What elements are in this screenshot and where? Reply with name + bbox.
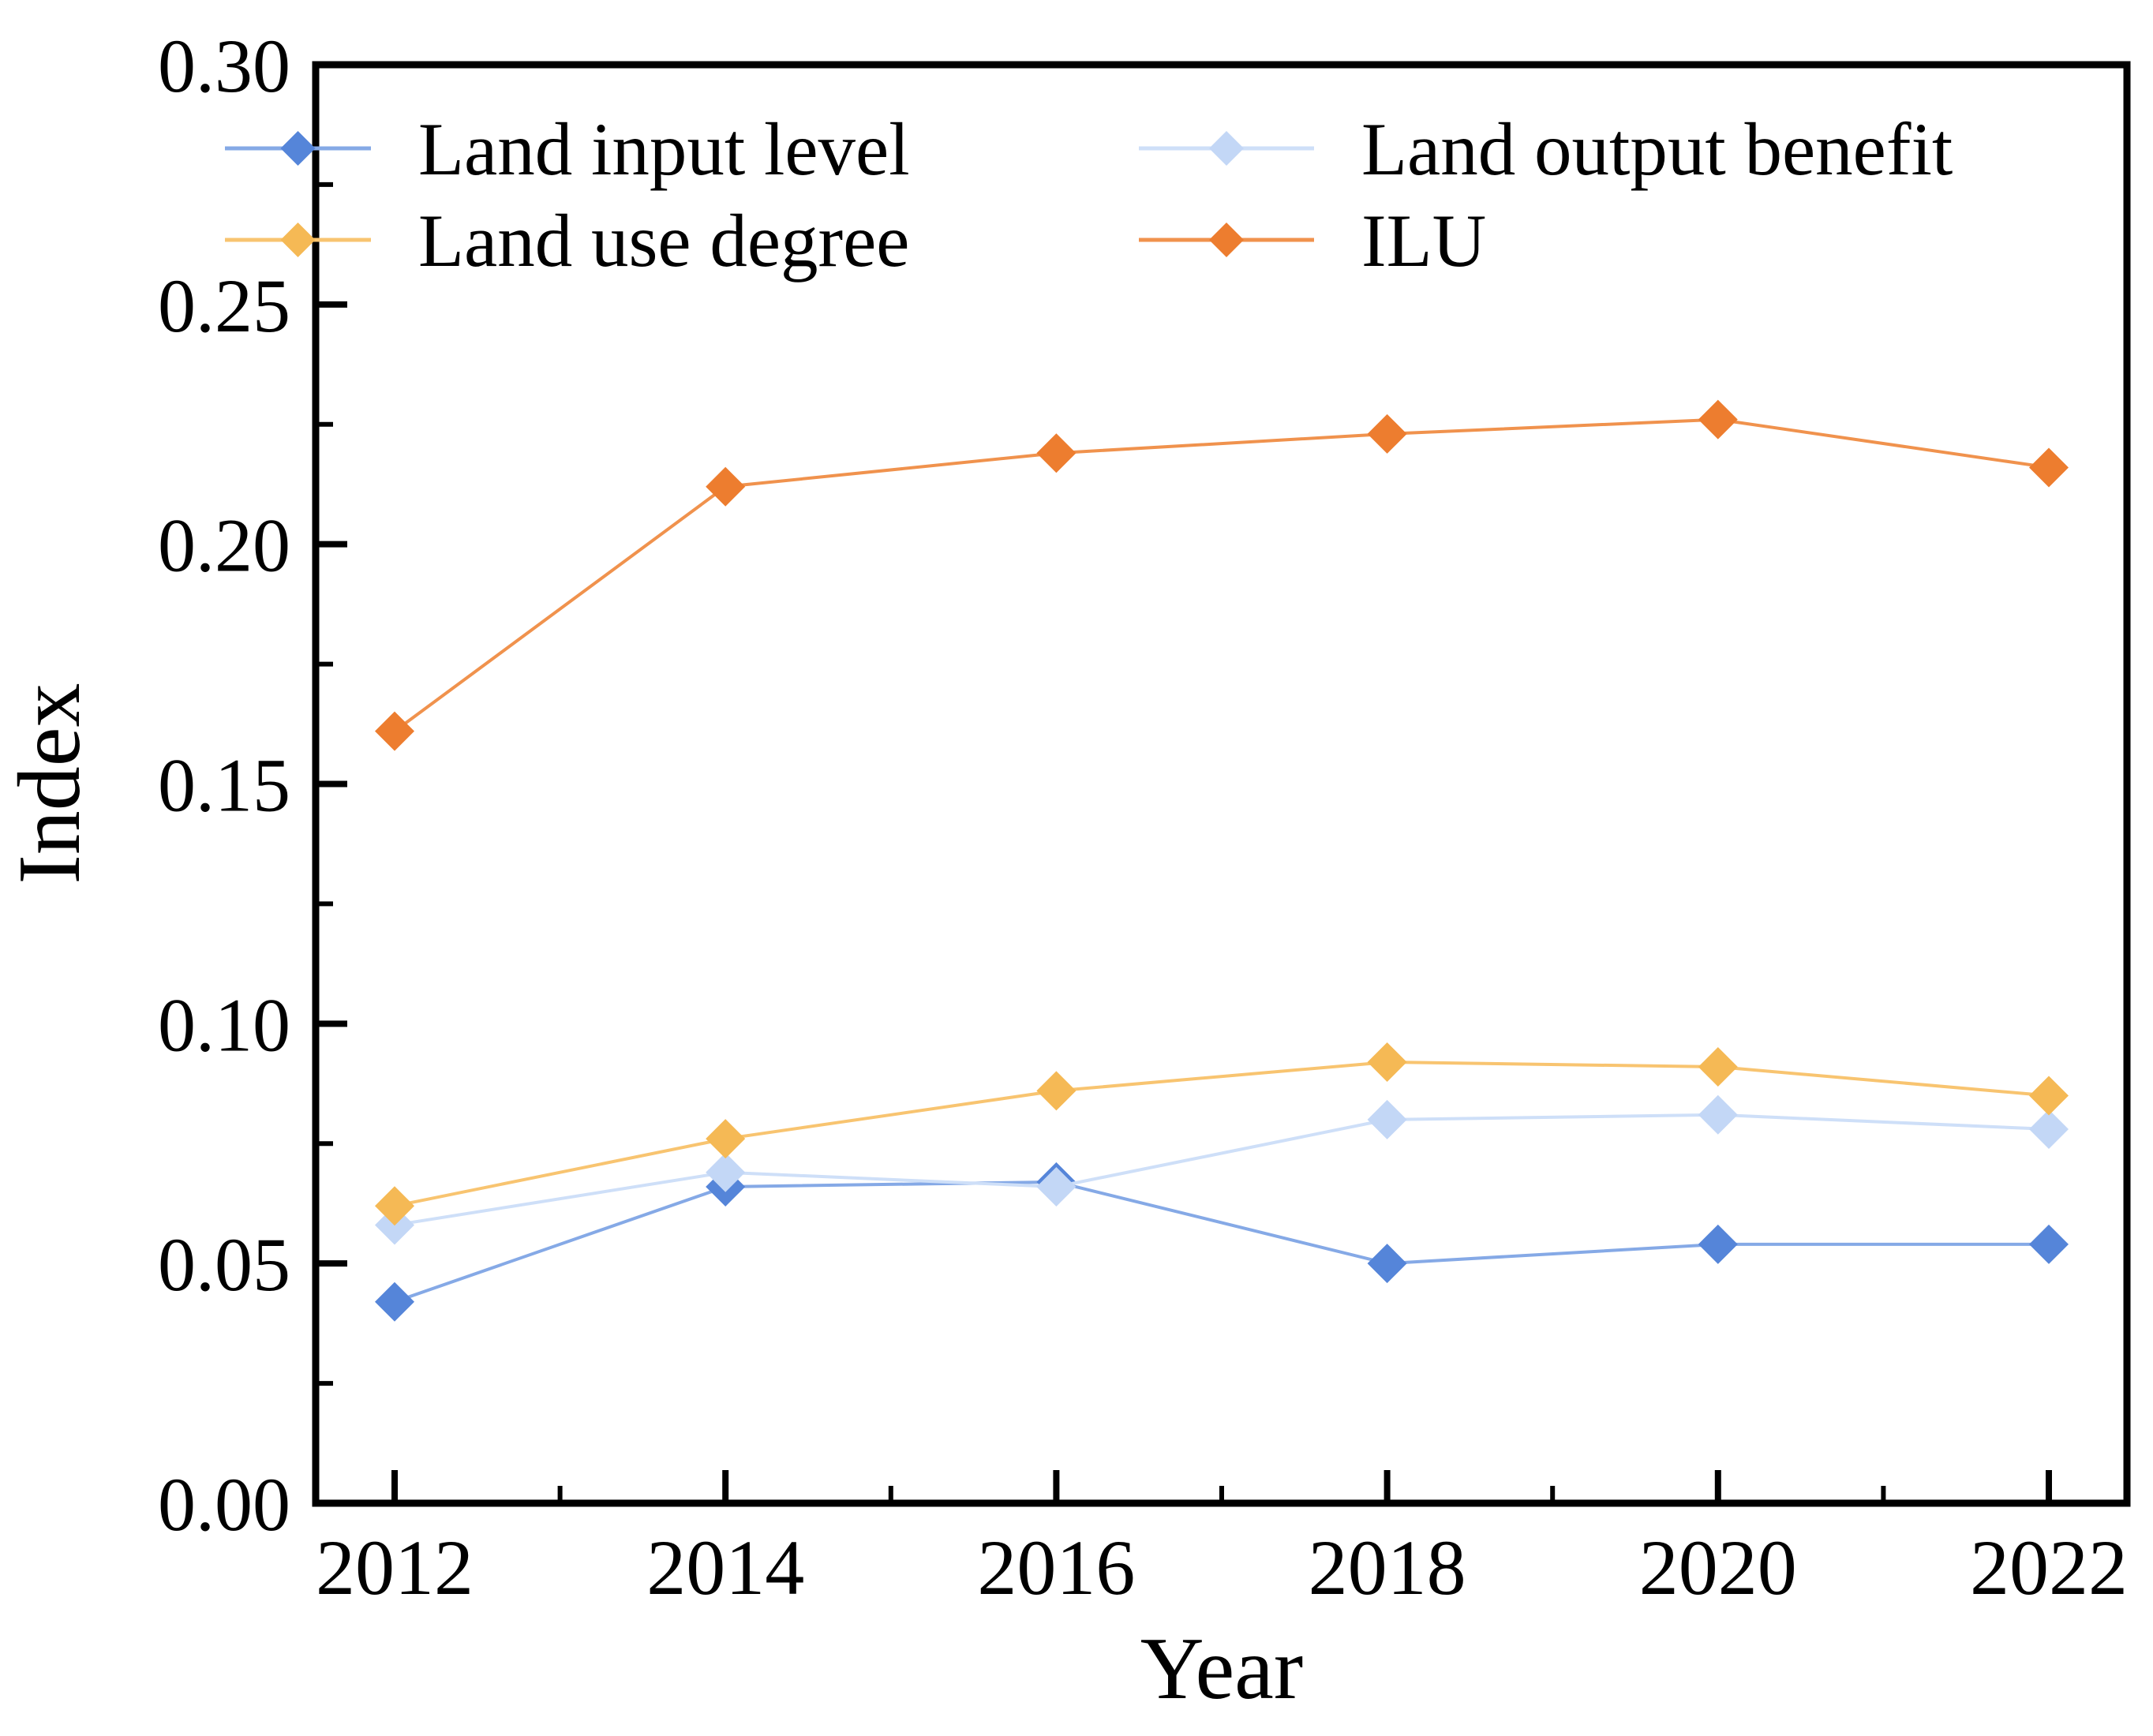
x-tick-label: 2016 bbox=[977, 1524, 1135, 1611]
data-point-land-use-degree-2022 bbox=[2029, 1076, 2069, 1116]
data-point-ilu-2016 bbox=[1036, 433, 1076, 473]
x-axis-title: Year bbox=[1140, 1620, 1303, 1718]
legend-label-land-output-benefit: Land output benefit bbox=[1361, 107, 1953, 191]
plot-frame bbox=[312, 61, 2131, 1507]
data-point-land-use-degree-2020 bbox=[1698, 1047, 1738, 1087]
x-tick-label: 2012 bbox=[316, 1524, 474, 1611]
data-point-land-output-benefit-2020 bbox=[1698, 1094, 1738, 1135]
y-tick-label: 0.00 bbox=[158, 1462, 290, 1547]
data-point-land-input-level-2012 bbox=[375, 1281, 414, 1322]
data-point-ilu-2012 bbox=[375, 711, 414, 751]
legend-swatch-marker bbox=[1209, 223, 1244, 257]
x-tick-label: 2022 bbox=[1970, 1524, 2128, 1611]
data-point-land-output-benefit-2022 bbox=[2029, 1109, 2069, 1150]
data-point-ilu-2022 bbox=[2029, 447, 2069, 488]
series-line-land-input-level bbox=[394, 1180, 2049, 1304]
data-point-land-output-benefit-2016 bbox=[1036, 1166, 1076, 1207]
legend-swatch-marker bbox=[280, 131, 316, 166]
data-point-land-input-level-2022 bbox=[2029, 1224, 2069, 1264]
data-point-land-input-level-2018 bbox=[1367, 1244, 1407, 1284]
data-point-land-use-degree-2018 bbox=[1367, 1042, 1407, 1082]
data-point-land-output-benefit-2014 bbox=[706, 1152, 746, 1192]
y-axis-title: Index bbox=[1, 683, 99, 884]
series-line-ilu bbox=[393, 417, 2050, 733]
data-point-ilu-2018 bbox=[1367, 413, 1407, 454]
legend-label-ilu: ILU bbox=[1361, 199, 1486, 282]
legend-swatch-marker bbox=[1209, 131, 1244, 166]
y-tick-label: 0.30 bbox=[158, 24, 290, 108]
series-line-land-output-benefit bbox=[394, 1113, 2050, 1227]
plot-area: 0.00 0.05 0.10 0.15 0.20 0.25 0.30 2012 2014 2016… bbox=[158, 24, 2131, 1611]
data-point-land-input-level-2020 bbox=[1698, 1224, 1738, 1264]
x-tick-label: 2020 bbox=[1639, 1524, 1797, 1611]
legend-label-land-input-level: Land input level bbox=[418, 107, 910, 191]
y-tick-label: 0.10 bbox=[158, 982, 290, 1067]
y-tick-label: 0.05 bbox=[158, 1222, 290, 1307]
x-tick-label: 2014 bbox=[646, 1524, 804, 1611]
data-point-land-use-degree-2012 bbox=[375, 1186, 414, 1226]
legend-label-land-use-degree: Land use degree bbox=[418, 199, 909, 282]
legend-swatch-marker bbox=[280, 223, 316, 257]
data-point-ilu-2020 bbox=[1698, 399, 1738, 440]
data-point-land-output-benefit-2018 bbox=[1367, 1099, 1407, 1139]
y-tick-label: 0.15 bbox=[158, 743, 290, 828]
data-point-land-use-degree-2016 bbox=[1036, 1071, 1076, 1111]
data-point-land-use-degree-2014 bbox=[706, 1119, 746, 1159]
y-tick-label: 0.25 bbox=[158, 264, 290, 348]
x-tick-label: 2018 bbox=[1309, 1524, 1466, 1611]
series-line-land-use-degree bbox=[394, 1060, 2050, 1208]
data-point-ilu-2014 bbox=[706, 466, 746, 507]
y-tick-label: 0.20 bbox=[158, 503, 290, 588]
